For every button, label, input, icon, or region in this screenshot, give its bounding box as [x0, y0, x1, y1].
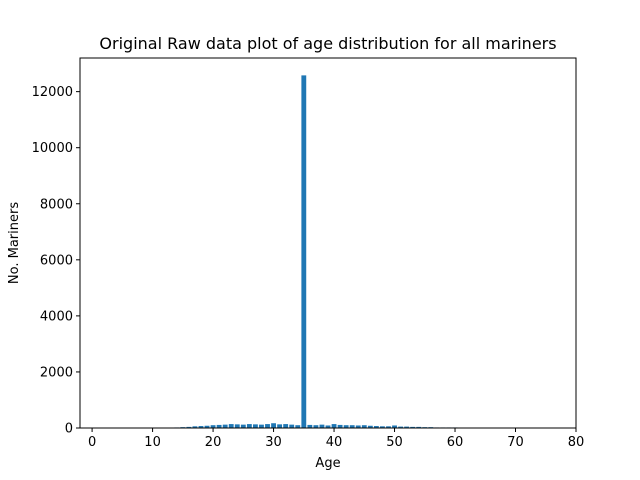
bar [367, 425, 373, 428]
bar [398, 426, 404, 428]
y-tick-label: 2000 [40, 365, 73, 380]
y-tick-label: 8000 [40, 197, 73, 212]
bar [380, 426, 385, 428]
bar [386, 426, 391, 428]
y-tick-label: 12000 [32, 85, 73, 100]
bar [307, 424, 313, 428]
bar [301, 75, 307, 428]
bar [325, 425, 331, 428]
bar [416, 426, 422, 428]
bar [355, 425, 361, 428]
y-axis-label: No. Mariners [7, 202, 22, 284]
x-tick-label: 80 [568, 435, 585, 450]
bar [259, 424, 264, 428]
bar [331, 424, 337, 428]
bar [198, 426, 204, 428]
bar [410, 426, 416, 428]
bar [283, 424, 289, 428]
x-tick-label: 70 [507, 435, 524, 450]
bar [265, 424, 270, 428]
bar [216, 424, 222, 428]
bar [210, 425, 216, 428]
x-tick-label: 40 [326, 435, 343, 450]
y-tick-label: 4000 [40, 309, 73, 324]
x-tick-label: 10 [144, 435, 161, 450]
bar [337, 424, 343, 428]
x-tick-label: 30 [265, 435, 282, 450]
bar [343, 425, 349, 428]
x-axis-label: Age [315, 456, 340, 471]
bar [228, 424, 234, 428]
bar [349, 425, 355, 428]
x-tick-label: 60 [447, 435, 464, 450]
x-tick-label: 50 [386, 435, 403, 450]
bar [373, 426, 379, 428]
bar [204, 425, 210, 428]
bar [319, 424, 325, 428]
bar [313, 425, 319, 428]
bar [240, 424, 246, 428]
bar [361, 425, 367, 428]
bar [186, 426, 192, 428]
bar [289, 424, 295, 428]
bar [404, 426, 410, 428]
y-tick-label: 10000 [32, 141, 73, 156]
bar [253, 424, 258, 428]
plot-frame [79, 57, 577, 429]
x-tick-label: 20 [205, 435, 222, 450]
y-tick-label: 6000 [40, 253, 73, 268]
bar [271, 423, 276, 428]
bar [246, 424, 252, 428]
bar [192, 426, 198, 428]
chart-title: Original Raw data plot of age distributi… [99, 34, 556, 53]
bar [234, 424, 240, 428]
y-axis: 0 2000 4000 6000 8000 10000 12000 [32, 85, 80, 437]
bar [295, 425, 301, 428]
bar [222, 424, 228, 428]
x-axis: 0 10 20 30 40 50 60 70 80 [88, 428, 584, 450]
x-tick-label: 0 [88, 435, 96, 450]
y-tick-label: 0 [65, 422, 73, 437]
bar [277, 424, 283, 428]
bar [392, 425, 397, 428]
